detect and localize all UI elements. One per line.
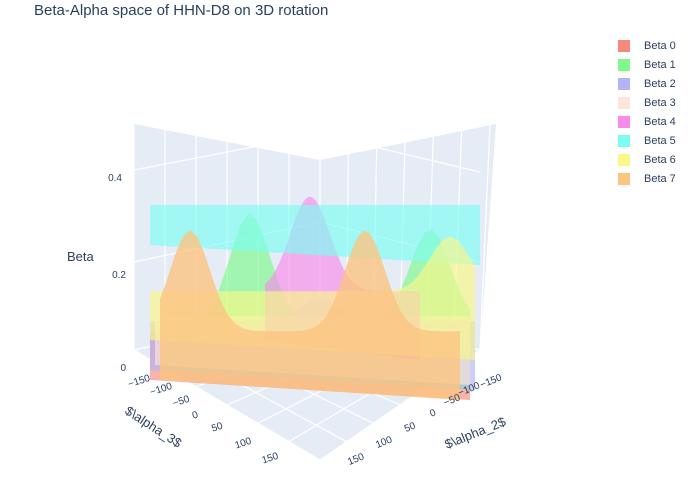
legend-swatch (618, 153, 630, 166)
legend-item[interactable]: Beta 2 (618, 74, 700, 93)
z-axis-title: Beta (67, 249, 95, 264)
legend-item[interactable]: Beta 6 (618, 150, 700, 169)
x-axis-title: $\alpha_2$ (443, 413, 509, 451)
legend-item[interactable]: Beta 3 (618, 93, 700, 112)
legend-label: Beta 2 (644, 77, 676, 90)
legend-label: Beta 3 (644, 96, 676, 109)
legend-item[interactable]: Beta 5 (618, 131, 700, 150)
legend-label: Beta 6 (644, 153, 676, 166)
y-tick-label: 100 (234, 436, 254, 452)
y-tick-label: −50 (171, 394, 191, 410)
legend: Beta 0 Beta 1 Beta 2 Beta 3 Beta 4 Beta 5 Beta… (618, 36, 700, 188)
legend-item[interactable]: Beta 1 (618, 55, 700, 74)
surface-beta-7[interactable] (160, 230, 460, 400)
x-tick-label: −150 (479, 372, 504, 391)
x-tick-label: 0 (428, 407, 438, 419)
legend-label: Beta 7 (644, 172, 676, 185)
x-tick-label: 100 (374, 434, 394, 451)
z-tick-label: 0 (120, 363, 126, 374)
legend-label: Beta 5 (644, 134, 676, 147)
legend-swatch (618, 39, 630, 52)
surface-beta-5[interactable] (150, 205, 480, 265)
legend-swatch (618, 115, 630, 128)
legend-swatch (618, 77, 630, 90)
legend-swatch (618, 58, 630, 71)
z-tick-label: 0.2 (112, 270, 126, 281)
legend-label: Beta 4 (644, 115, 676, 128)
y-tick-label: 50 (210, 421, 224, 435)
legend-item[interactable]: Beta 0 (618, 36, 700, 55)
z-tick-labels: 0 0.2 0.4 (108, 173, 126, 374)
legend-item[interactable]: Beta 4 (618, 112, 700, 131)
legend-label: Beta 1 (644, 58, 676, 71)
chart-title: Beta-Alpha space of HHN-D8 on 3D rotatio… (34, 2, 329, 19)
y-axis-title: $\alpha_3$ (122, 403, 185, 451)
legend-label: Beta 0 (644, 39, 676, 52)
x-tick-label: 150 (346, 451, 366, 468)
surfaces[interactable] (150, 196, 480, 400)
legend-swatch (618, 134, 630, 147)
x-tick-label: 50 (403, 420, 418, 435)
y-tick-label: −100 (149, 381, 174, 399)
y-tick-label: 150 (261, 451, 281, 467)
legend-item[interactable]: Beta 7 (618, 169, 700, 188)
legend-swatch (618, 96, 630, 109)
y-tick-label: 0 (191, 409, 200, 421)
y-tick-labels: −150 −100 −50 0 50 100 150 (127, 373, 280, 467)
z-tick-label: 0.4 (108, 173, 122, 184)
legend-swatch (618, 172, 630, 185)
